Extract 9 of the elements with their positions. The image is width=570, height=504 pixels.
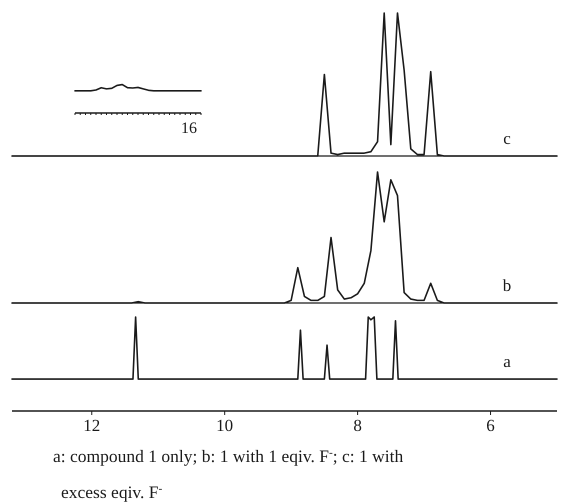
x-tick-label: 12 [83, 416, 100, 435]
annotation: a [503, 352, 512, 371]
x-tick-label: 10 [216, 416, 234, 435]
x-tick-label: 8 [353, 416, 362, 435]
annotation: b [502, 276, 512, 295]
x-tick-label: 6 [486, 416, 495, 435]
text: a: compound 1 only; b: 1 with 1 eqiv. F$^{-}$; c: 1 with excess eqiv. F$^{-}$ [53, 446, 404, 502]
annotation: 16 [181, 120, 197, 137]
annotation: c [503, 129, 512, 148]
